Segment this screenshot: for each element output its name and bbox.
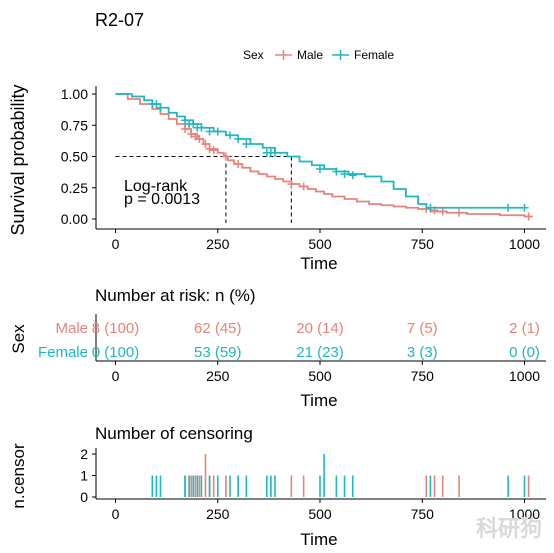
legend-label-female: Female [354,48,394,62]
censor-mark-female [504,203,513,212]
censor-mark-female [271,148,280,157]
km-ytick-label: 1.00 [61,86,88,102]
censor-ytick-label: 0 [80,489,88,505]
risk-value-female: 0 (0) [509,344,540,361]
censor-mark-male [438,207,447,216]
censor-mark-female [340,170,349,178]
censor-mark-male [221,152,230,161]
risk-table: Number at risk: n (%) Sex Male Female 8 … [9,286,546,410]
censor-mark-female [205,127,214,136]
censor-mark-male [205,145,214,153]
km-ytick-label: 0.25 [61,180,88,196]
watermark: 科研狗 [475,516,542,541]
censor-mark-male [234,160,243,168]
censor-ytick-label: 2 [80,446,88,462]
censor-mark-male [209,146,218,155]
km-curve-male [115,93,533,218]
risk-x-axis-label: Time [300,391,337,410]
pvalue-label: p = 0.0013 [124,191,200,208]
censor-mark-female [426,203,435,212]
censor-xtick-label: 500 [308,506,332,522]
censor-x-axis-label: Time [300,530,337,549]
km-panel: Survival probability 0.00 0.25 0.50 0.75 1.0… [8,84,546,273]
censor-title: Number of censoring [95,424,253,443]
risk-xtick-label: 0 [112,368,120,384]
legend-label-male: Male [297,48,323,62]
censor-mark-female [181,116,190,125]
km-x-axis-label: Time [300,254,337,273]
risk-value-male: 62 (45) [194,320,242,337]
censor-mark-female [332,167,341,176]
censor-mark-female [234,135,243,143]
risk-value-female: 21 (23) [296,344,344,361]
km-xtick-label: 1000 [509,236,540,252]
risk-row-label-male: Male [55,320,88,337]
risk-value-male: 7 (5) [407,320,438,337]
censor-mark-male [191,132,200,141]
legend: Sex Male Female [243,48,394,62]
censor-xtick-label: 1000 [509,506,540,522]
y-axis-label: Survival probability [8,84,28,235]
risk-y-label: Sex [9,324,28,354]
censor-xtick-label: 0 [112,506,120,522]
censor-mark-female [348,171,357,180]
km-xtick-label: 750 [411,236,435,252]
risk-xtick-label: 250 [206,368,230,384]
risk-value-male: 2 (1) [509,320,540,337]
risk-value-male: 20 (14) [296,320,344,337]
censor-mark-female [197,123,206,132]
censor-mark-male [181,125,190,133]
risk-value-female: 53 (59) [194,344,242,361]
km-ytick-label: 0.50 [61,149,88,165]
censor-mark-male [201,140,210,148]
censor-mark-male [187,130,196,138]
censor-xtick-label: 750 [411,506,435,522]
censor-panel: Number of censoring n.censor 0 1 2 0 250 500… [9,424,546,549]
logrank-label: Log-rank [124,178,188,195]
risk-row-label-female: Female [38,344,88,361]
censor-mark-male [524,212,533,221]
legend-key-female [332,50,349,60]
censor-mark-male [195,135,204,143]
censor-mark-female [156,103,165,112]
risk-xtick-label: 500 [308,368,332,384]
censor-y-label: n.censor [9,443,28,509]
censor-xtick-label: 250 [206,506,230,522]
legend-key-male [275,50,292,60]
censor-mark-female [520,203,529,212]
censor-mark-male [287,180,296,188]
censor-mark-female [316,165,324,173]
censor-mark-female [226,131,235,140]
censor-mark-female [152,100,161,108]
risk-value-female: 0 (100) [92,344,140,361]
risk-title: Number at risk: n (%) [95,286,256,305]
risk-value-female: 3 (3) [407,344,438,361]
km-ytick-label: 0.00 [61,211,88,227]
plot-title: R2-07 [95,10,144,30]
legend-title: Sex [243,48,264,62]
km-xtick-label: 0 [112,236,120,252]
km-xtick-label: 500 [308,236,332,252]
censor-mark-female [213,127,222,136]
km-curve-female [115,93,525,209]
censor-mark-male [455,208,464,217]
censor-mark-female [189,120,198,128]
censor-mark-male [299,182,308,191]
censor-mark-female [242,140,251,148]
risk-xtick-label: 750 [411,368,435,384]
risk-xtick-label: 1000 [509,368,540,384]
risk-value-male: 8 (100) [92,320,140,337]
km-xtick-label: 250 [206,236,230,252]
censor-ytick-label: 1 [80,468,88,484]
km-ytick-label: 0.75 [61,117,88,133]
